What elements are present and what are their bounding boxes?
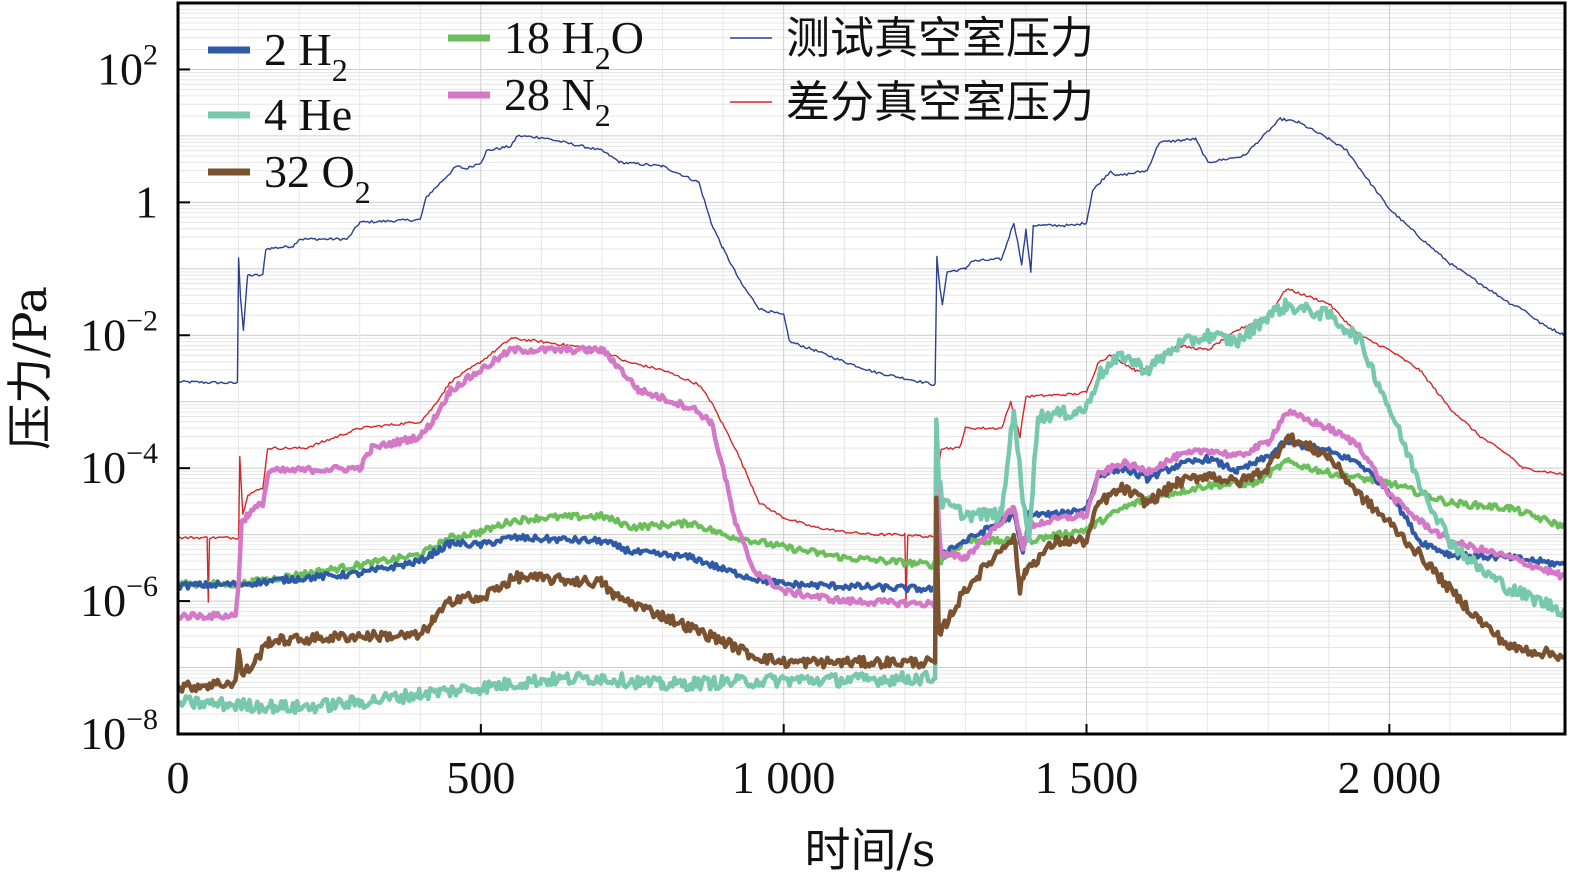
y-tick-label: 10−6 [80, 570, 158, 626]
legend-label-test: 测试真空室压力 [786, 13, 1094, 64]
series-line-test [178, 117, 1565, 386]
legend-label-o2: 32 O2 [264, 146, 371, 210]
series-line-diff [178, 288, 1565, 603]
y-tick-label: 10−8 [80, 703, 158, 759]
x-tick-label: 2 000 [1338, 752, 1442, 803]
legend-label-he: 4 He [264, 89, 352, 140]
x-tick-label: 500 [446, 752, 515, 803]
x-tick-label: 0 [167, 752, 190, 803]
axis-ticks: 0 500 1 000 1 500 2 000 10−8 10−6 10−4 10−2 1 102 [80, 38, 1441, 803]
series-line-he [178, 297, 1565, 716]
legend-label-h2: 2 H2 [264, 24, 348, 88]
y-tick-label: 10−2 [80, 304, 158, 360]
y-tick-label: 102 [97, 38, 158, 94]
series-line-n2 [178, 344, 1565, 622]
series-line-o2 [178, 432, 1565, 694]
legend-label-n2: 28 N2 [504, 69, 611, 133]
series-line-h2 [178, 437, 1565, 594]
y-axis-title: 压力/Pa [3, 286, 57, 450]
x-tick-label: 1 000 [732, 752, 836, 803]
x-tick-label: 1 500 [1035, 752, 1139, 803]
y-tick-label: 1 [135, 176, 158, 227]
legend-label-diff: 差分真空室压力 [786, 77, 1094, 128]
y-tick-label: 10−4 [80, 437, 158, 493]
legend-label-h2o: 18 H2O [504, 12, 644, 76]
data-lines [178, 117, 1565, 716]
series-line-h2o [178, 457, 1565, 590]
plot-frame [176, 1, 1567, 736]
x-axis-title: 时间/s [804, 823, 935, 877]
